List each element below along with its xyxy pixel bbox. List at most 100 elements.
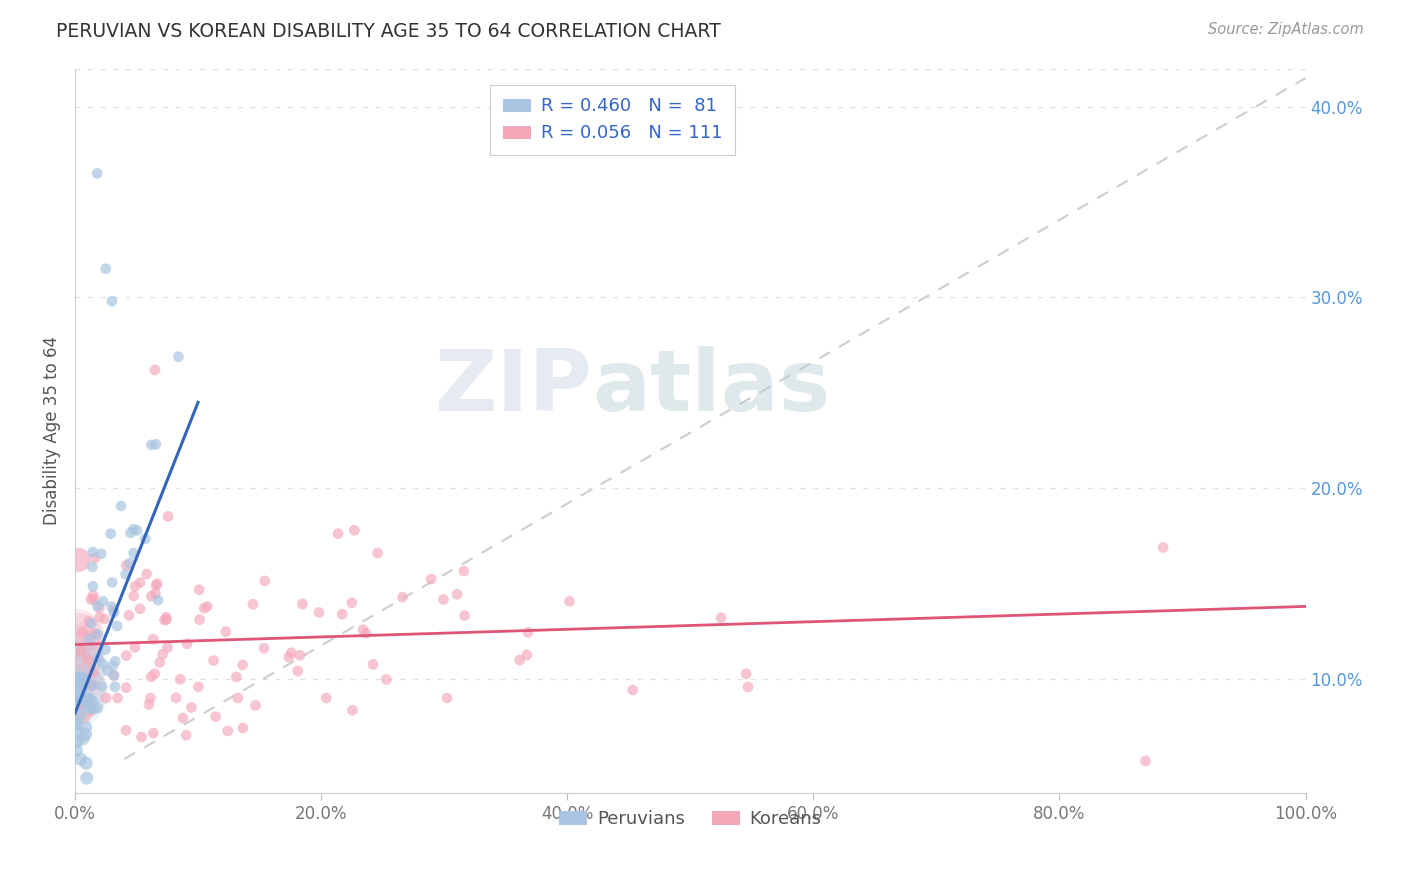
Point [155,613,177,627]
Point [188,582,211,597]
Point [361,657,384,672]
Point [291,597,314,611]
Point [82,560,104,574]
Point [143,363,166,377]
Point [122,522,145,536]
Point [343,523,366,537]
Point [91,679,114,693]
Point [195,599,218,614]
Point [118,608,141,623]
Point [621,682,644,697]
Point [94,261,117,276]
Point [72,678,94,692]
Point [143,586,166,600]
Point [77,691,100,706]
Point [253,574,276,588]
Point [1135,754,1157,768]
Y-axis label: Disability Age 35 to 64: Disability Age 35 to 64 [44,336,60,525]
Point [69,648,91,662]
Point [65,726,87,740]
Point [70,672,93,686]
Point [232,657,254,672]
Point [91,657,114,672]
Point [432,592,454,607]
Point [89,601,111,615]
Point [187,680,209,694]
Text: Source: ZipAtlas.com: Source: ZipAtlas.com [1208,22,1364,37]
Point [79,691,101,706]
Point [202,654,225,668]
Point [735,666,758,681]
Point [105,619,128,633]
Point [104,680,127,694]
Point [93,612,115,626]
Point [174,728,197,742]
Point [180,700,202,714]
Point [115,723,138,738]
Point [75,721,97,735]
Point [149,656,172,670]
Point [67,681,90,696]
Point [82,678,104,692]
Text: atlas: atlas [592,346,830,429]
Point [146,576,169,591]
Point [67,693,90,707]
Point [65,718,87,732]
Point [103,606,125,620]
Point [103,668,125,682]
Legend: Peruvians, Koreans: Peruvians, Koreans [551,803,830,835]
Point [82,588,104,602]
Point [516,648,538,662]
Point [135,567,157,582]
Point [330,607,353,622]
Point [367,546,389,560]
Point [139,670,162,684]
Point [76,701,98,715]
Point [340,596,363,610]
Point [86,701,108,715]
Point [176,637,198,651]
Point [82,665,104,680]
Point [169,673,191,687]
Point [110,499,132,513]
Point [165,690,187,705]
Point [188,613,211,627]
Text: ZIP: ZIP [434,346,592,429]
Point [157,509,180,524]
Point [125,524,148,538]
Point [138,698,160,712]
Point [67,553,90,567]
Point [67,672,90,686]
Point [152,647,174,661]
Point [103,668,125,682]
Point [375,673,398,687]
Point [84,551,107,566]
Point [67,672,90,686]
Point [436,690,458,705]
Point [65,667,87,681]
Point [242,598,264,612]
Point [156,640,179,655]
Point [120,525,142,540]
Point [82,694,104,708]
Point [91,594,114,608]
Point [96,664,118,678]
Point [193,601,215,615]
Point [142,726,165,740]
Point [72,672,94,686]
Point [72,624,94,639]
Point [77,653,100,667]
Point [308,606,330,620]
Point [70,672,93,686]
Point [65,743,87,757]
Point [70,672,93,686]
Point [139,690,162,705]
Point [1152,541,1174,555]
Point [232,721,254,735]
Point [66,626,89,640]
Point [67,640,90,654]
Point [69,707,91,722]
Point [710,610,733,624]
Point [204,709,226,723]
Point [277,650,299,665]
